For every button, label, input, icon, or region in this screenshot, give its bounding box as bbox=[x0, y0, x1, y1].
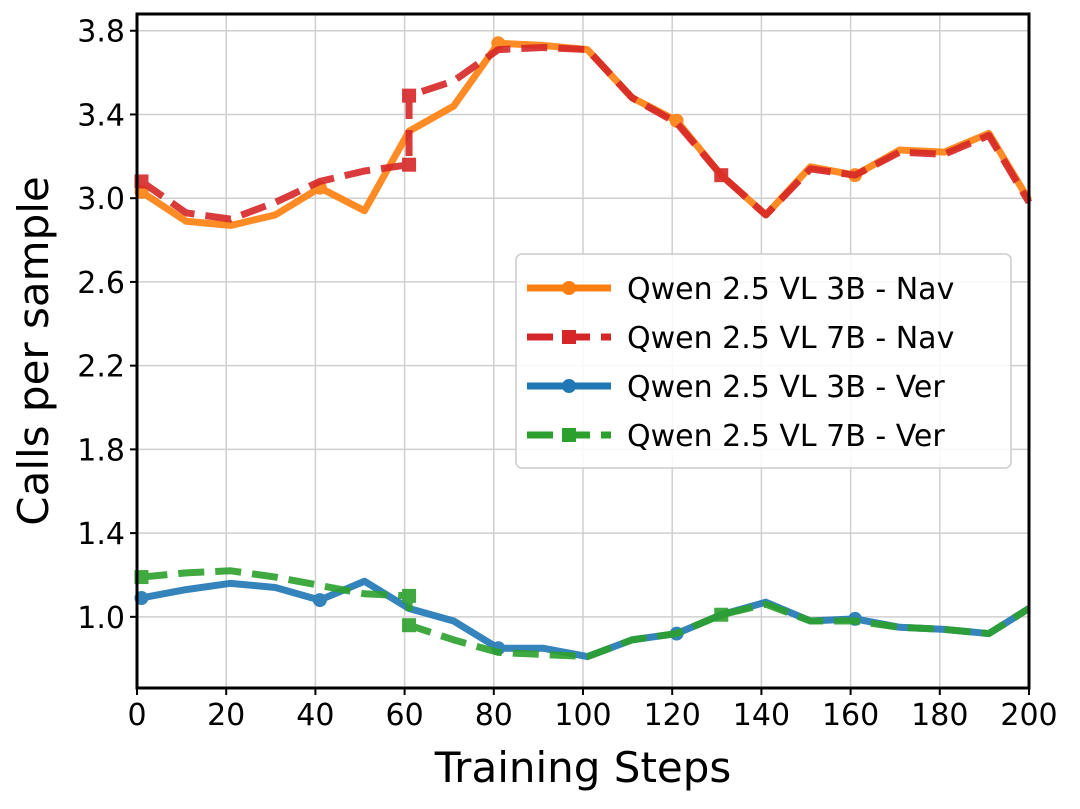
x-tick-label: 60 bbox=[386, 698, 424, 733]
legend-marker bbox=[562, 281, 576, 295]
x-tick-label: 80 bbox=[475, 698, 513, 733]
series-lines bbox=[134, 36, 1033, 661]
x-tick-label: 0 bbox=[127, 698, 146, 733]
legend-marker bbox=[562, 330, 576, 344]
data-point bbox=[402, 588, 417, 603]
data-point bbox=[402, 618, 417, 633]
series-line bbox=[140, 577, 1031, 661]
x-tick-label: 40 bbox=[296, 698, 334, 733]
x-tick-label: 120 bbox=[644, 698, 701, 733]
y-tick-label: 3.4 bbox=[77, 98, 125, 133]
y-axis-label: Calls per sample bbox=[9, 176, 58, 525]
y-tick-label: 3.0 bbox=[77, 182, 125, 217]
legend-item: Qwen 2.5 VL 3B - Ver bbox=[527, 370, 945, 405]
legend-item: Qwen 2.5 VL 7B - Nav bbox=[527, 321, 954, 356]
x-axis-label: Training Steps bbox=[434, 743, 732, 792]
x-tick-label: 140 bbox=[733, 698, 790, 733]
data-point bbox=[714, 168, 729, 183]
data-point bbox=[402, 88, 417, 103]
x-tick-label: 100 bbox=[554, 698, 611, 733]
legend: Qwen 2.5 VL 3B - Nav Qwen 2.5 VL 7B - Nav… bbox=[515, 253, 1012, 469]
legend-label: Qwen 2.5 VL 7B - Nav bbox=[627, 321, 954, 356]
x-tick-label: 200 bbox=[1000, 698, 1057, 733]
legend-box bbox=[515, 253, 1012, 469]
y-tick-label: 1.8 bbox=[77, 433, 125, 468]
x-tick-label: 20 bbox=[207, 698, 245, 733]
x-tick-label: 160 bbox=[822, 698, 879, 733]
legend-item: Qwen 2.5 VL 3B - Nav bbox=[527, 272, 954, 307]
y-tick-label: 2.2 bbox=[77, 350, 125, 385]
series-line bbox=[141, 567, 1031, 661]
x-tick-label: 180 bbox=[911, 698, 968, 733]
data-point bbox=[714, 607, 729, 622]
series-line bbox=[139, 43, 1033, 223]
legend-item: Qwen 2.5 VL 7B - Ver bbox=[527, 419, 945, 454]
y-tick-label: 1.4 bbox=[77, 517, 125, 552]
series-1 bbox=[134, 43, 1033, 223]
y-tick-label: 3.8 bbox=[77, 15, 125, 50]
legend-label: Qwen 2.5 VL 3B - Ver bbox=[627, 370, 945, 405]
legend-marker bbox=[562, 379, 576, 393]
series-2 bbox=[134, 577, 1031, 661]
data-point bbox=[312, 593, 327, 608]
series-3 bbox=[134, 567, 1031, 661]
y-tick-label: 2.6 bbox=[77, 266, 125, 301]
y-tick-label: 1.0 bbox=[77, 601, 125, 636]
legend-marker bbox=[562, 428, 576, 442]
series-0 bbox=[134, 36, 1033, 229]
ticks: 0 20 40 60 80 100 120 140 160 180 200 1.0 1.4 1.8 2.2 2… bbox=[77, 15, 1057, 733]
data-point bbox=[402, 157, 417, 172]
legend-label: Qwen 2.5 VL 3B - Nav bbox=[627, 272, 954, 307]
legend-label: Qwen 2.5 VL 7B - Ver bbox=[627, 419, 945, 454]
